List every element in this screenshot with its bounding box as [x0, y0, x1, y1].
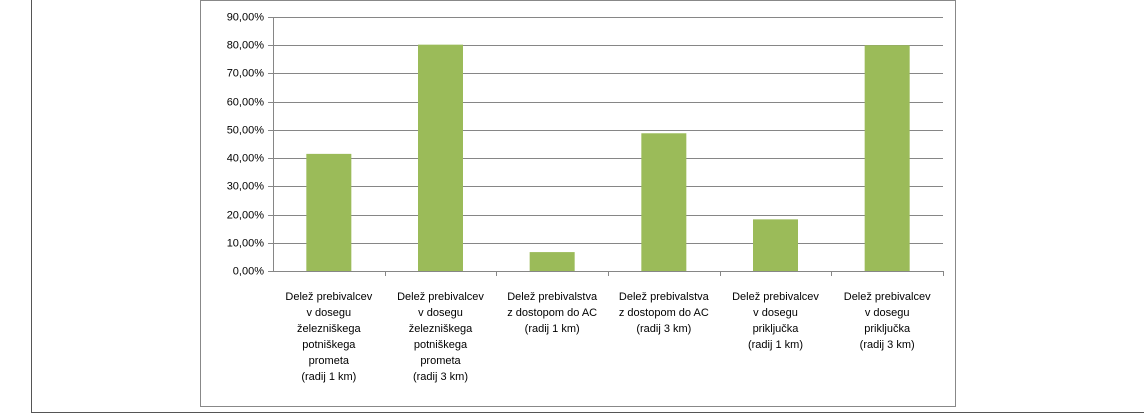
bar [641, 133, 687, 271]
x-tick-label: priključka [753, 323, 800, 335]
y-tick-label: 60,00% [227, 96, 265, 108]
y-tick-label: 50,00% [227, 124, 265, 136]
x-tick-label: (radij 3 km) [413, 371, 468, 383]
x-tick-label: v dosegu [307, 307, 352, 319]
bar [418, 44, 463, 271]
bar [864, 45, 910, 271]
x-tick-label: (radij 1 km) [301, 371, 356, 383]
x-tick-label: (radij 1 km) [525, 323, 580, 335]
x-tick-label: prometa [309, 355, 350, 367]
x-tick-label: Delež prebivalcev [844, 291, 931, 303]
x-tick-label: potniškega [302, 339, 356, 351]
x-tick-label: železniškega [297, 323, 361, 335]
y-tick-label: 30,00% [227, 180, 265, 192]
x-tick-label: (radij 1 km) [748, 339, 803, 351]
x-tick-label: v dosegu [865, 307, 910, 319]
y-tick-label: 70,00% [227, 67, 265, 79]
x-tick-label: Delež prebivalcev [732, 291, 819, 303]
y-tick-label: 0,00% [233, 265, 264, 277]
bar [306, 153, 352, 271]
x-tick-label: z dostopom do AC [619, 307, 709, 319]
y-tick-label: 90,00% [227, 11, 265, 23]
x-tick-label: z dostopom do AC [507, 307, 597, 319]
x-tick-label: potniškega [414, 339, 468, 351]
y-tick-label: 40,00% [227, 152, 265, 164]
bar [753, 219, 798, 271]
x-tick-label: Delež prebivalstva [507, 291, 598, 303]
x-tick-label: v dosegu [418, 307, 463, 319]
y-tick-label: 20,00% [227, 209, 265, 221]
bar [529, 252, 575, 271]
x-tick-label: (radij 3 km) [860, 339, 915, 351]
x-tick-label: Delež prebivalstva [619, 291, 710, 303]
y-tick-label: 10,00% [227, 237, 265, 249]
y-tick-label: 80,00% [227, 39, 265, 51]
x-tick-label: Delež prebivalcev [397, 291, 484, 303]
x-tick-label: železniškega [409, 323, 473, 335]
x-tick-label: v dosegu [753, 307, 798, 319]
x-tick-label: prometa [420, 355, 461, 367]
x-tick-label: priključka [864, 323, 911, 335]
x-tick-label: (radij 3 km) [636, 323, 691, 335]
x-tick-label: Delež prebivalcev [285, 291, 372, 303]
